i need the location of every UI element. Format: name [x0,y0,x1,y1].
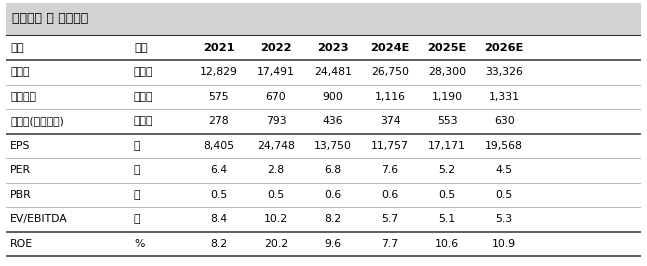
Text: 8.2: 8.2 [324,214,342,224]
Text: 8.4: 8.4 [210,214,228,224]
Text: 8,405: 8,405 [203,141,234,151]
Text: 7.6: 7.6 [382,165,399,175]
Text: 10.9: 10.9 [492,239,516,249]
Text: 0.6: 0.6 [382,190,399,200]
Text: 0.5: 0.5 [439,190,455,200]
Text: 0.6: 0.6 [324,190,342,200]
Text: 2026E: 2026E [485,43,524,53]
Text: 0.5: 0.5 [210,190,228,200]
Text: 1,116: 1,116 [375,92,406,102]
Bar [6,3,641,35]
Text: 배: 배 [134,190,140,200]
Text: 24,748: 24,748 [257,141,295,151]
Text: 670: 670 [265,92,287,102]
Text: 17,171: 17,171 [428,141,466,151]
Text: 630: 630 [494,116,514,126]
Text: 19,568: 19,568 [485,141,523,151]
Text: EV/EBITDA: EV/EBITDA [10,214,68,224]
Text: 8.2: 8.2 [210,239,228,249]
Text: PBR: PBR [10,190,32,200]
Text: 11,757: 11,757 [371,141,409,151]
Text: 배: 배 [134,214,140,224]
Text: 4.5: 4.5 [496,165,513,175]
Text: 2.8: 2.8 [267,165,285,175]
Text: 5.3: 5.3 [496,214,513,224]
Text: 1,331: 1,331 [488,92,520,102]
Text: 900: 900 [323,92,344,102]
Text: 2024E: 2024E [370,43,410,53]
Text: ROE: ROE [10,239,34,249]
Text: 374: 374 [380,116,400,126]
Text: 배: 배 [134,165,140,175]
Text: 6.4: 6.4 [210,165,228,175]
Text: 5.7: 5.7 [382,214,399,224]
Text: 10.6: 10.6 [435,239,459,249]
Text: 9.6: 9.6 [324,239,342,249]
Text: 26,750: 26,750 [371,67,409,77]
Text: 28,300: 28,300 [428,67,466,77]
Text: 2021: 2021 [203,43,235,53]
Text: 0.5: 0.5 [267,190,285,200]
Text: 17,491: 17,491 [257,67,295,77]
Text: 십억원: 십억원 [134,67,153,77]
Text: 793: 793 [266,116,286,126]
Text: 2023: 2023 [317,43,349,53]
Text: PER: PER [10,165,32,175]
Text: 6.8: 6.8 [324,165,342,175]
Text: 영업이익: 영업이익 [10,92,36,102]
Text: 5.1: 5.1 [439,214,455,224]
Text: 7.7: 7.7 [382,239,399,249]
Text: 십억원: 십억원 [134,92,153,102]
Text: 2025E: 2025E [428,43,466,53]
Text: 12,829: 12,829 [200,67,238,77]
Text: 24,481: 24,481 [314,67,352,77]
Text: 553: 553 [437,116,457,126]
Text: 278: 278 [208,116,229,126]
Text: 33,326: 33,326 [485,67,523,77]
Text: EPS: EPS [10,141,31,151]
Text: 1,190: 1,190 [432,92,463,102]
Text: %: % [134,239,144,249]
Text: 구분: 구분 [10,43,24,53]
Text: 0.5: 0.5 [496,190,513,200]
Text: 순이익(지배주주): 순이익(지배주주) [10,116,64,126]
Text: 매출액: 매출액 [10,67,30,77]
Text: 20.2: 20.2 [264,239,288,249]
Text: 10.2: 10.2 [264,214,288,224]
Text: 436: 436 [323,116,344,126]
Text: 2022: 2022 [260,43,292,53]
Text: 원: 원 [134,141,140,151]
Text: 영업실적 및 투자지표: 영업실적 및 투자지표 [12,13,88,26]
Text: 13,750: 13,750 [314,141,352,151]
Text: 575: 575 [208,92,229,102]
Text: 단위: 단위 [134,43,148,53]
Text: 5.2: 5.2 [439,165,455,175]
Text: 십억원: 십억원 [134,116,153,126]
